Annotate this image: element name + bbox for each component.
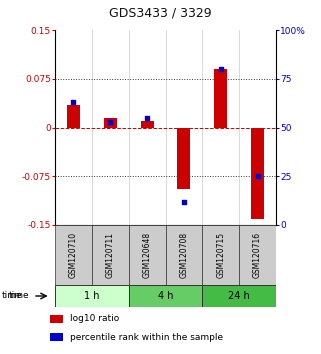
Text: GSM120648: GSM120648 (143, 232, 152, 278)
Text: GSM120715: GSM120715 (216, 232, 225, 278)
Bar (251, 127, 264, 218)
Bar (55, 285, 129, 307)
Bar (92, 225, 129, 285)
Bar (214, 69, 227, 127)
Text: 4 h: 4 h (158, 291, 173, 301)
Bar (178, 127, 190, 189)
Point (181, 199, 187, 204)
Text: 24 h: 24 h (228, 291, 250, 301)
Bar (129, 225, 166, 285)
Text: GSM120708: GSM120708 (179, 232, 188, 278)
Bar (129, 285, 202, 307)
Bar (55, 225, 92, 285)
Text: GSM120716: GSM120716 (253, 232, 262, 278)
Point (144, 115, 150, 121)
Bar (104, 118, 117, 127)
Text: GSM120711: GSM120711 (106, 232, 115, 278)
Text: percentile rank within the sample: percentile rank within the sample (70, 333, 223, 342)
Point (255, 173, 260, 179)
Bar (202, 225, 239, 285)
Text: 1 h: 1 h (84, 291, 100, 301)
Text: log10 ratio: log10 ratio (70, 314, 120, 323)
Text: GDS3433 / 3329: GDS3433 / 3329 (109, 7, 212, 20)
Bar (141, 121, 153, 127)
Text: time: time (2, 291, 22, 301)
Point (71, 99, 76, 105)
Bar (166, 225, 202, 285)
Bar (239, 225, 276, 285)
Point (218, 66, 223, 72)
Bar (202, 285, 276, 307)
Bar (50, 315, 64, 322)
Bar (50, 333, 64, 341)
Bar (67, 105, 80, 127)
Text: time: time (8, 291, 29, 301)
Point (108, 119, 113, 125)
Text: GSM120710: GSM120710 (69, 232, 78, 278)
